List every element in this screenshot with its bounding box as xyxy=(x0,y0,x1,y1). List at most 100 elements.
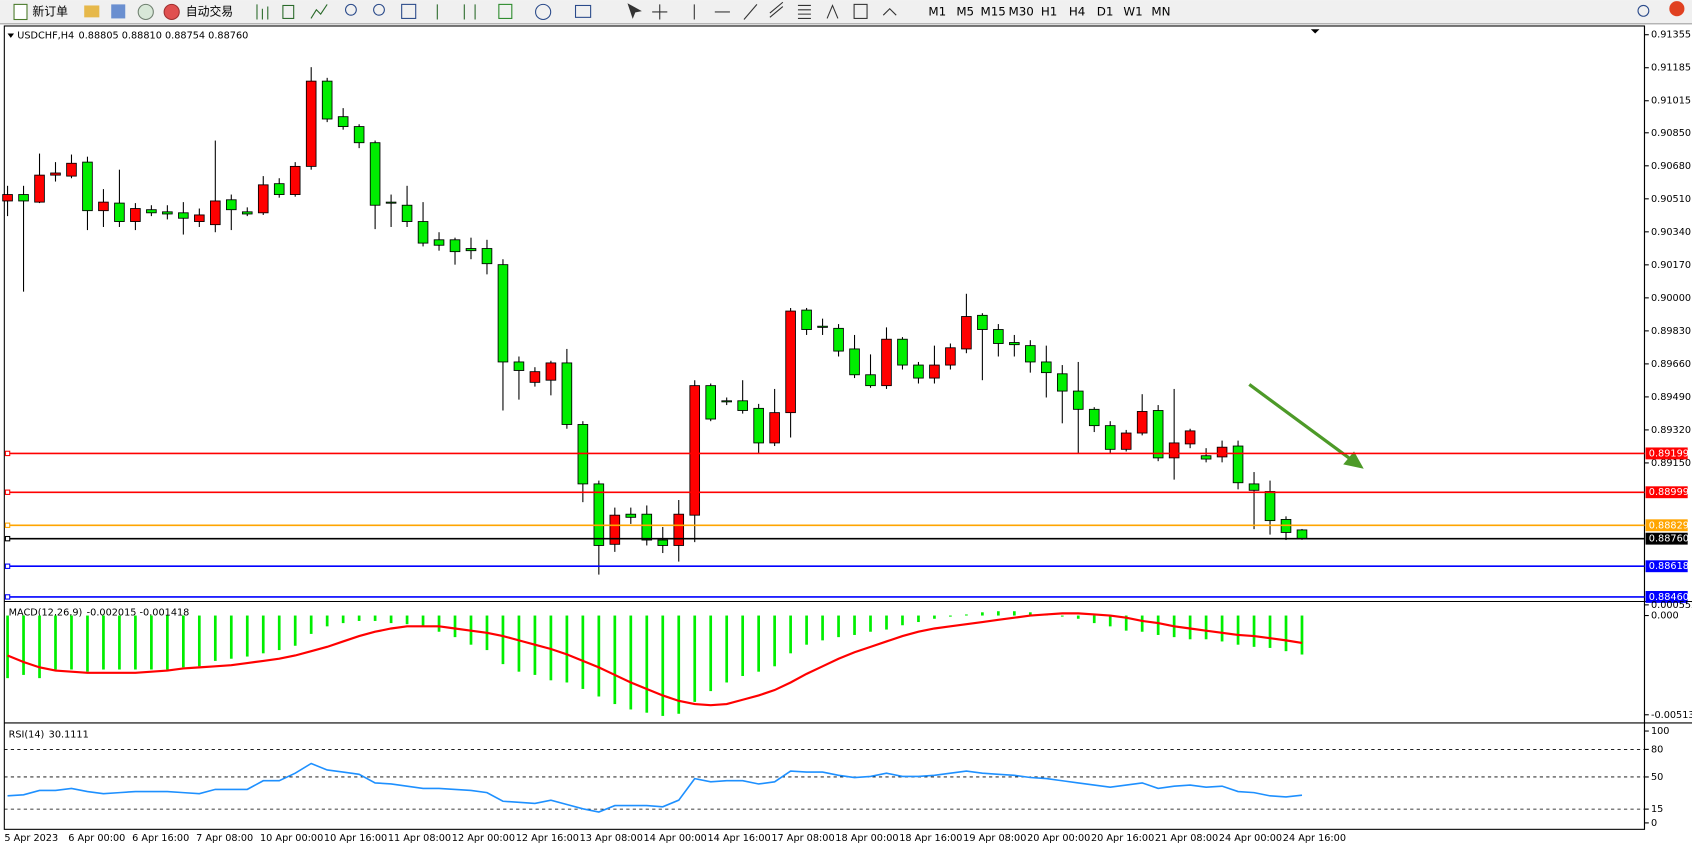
macd-bar xyxy=(38,615,41,679)
price-label-bg xyxy=(1645,560,1688,573)
candle-body xyxy=(1232,445,1244,484)
tool-icon[interactable] xyxy=(137,3,154,21)
timeframe-button[interactable]: M1 xyxy=(928,4,946,18)
arrow-shaft xyxy=(1248,383,1353,462)
candle-body xyxy=(417,221,429,244)
candle-body xyxy=(1248,483,1260,491)
candle-body xyxy=(497,264,509,363)
macd-bar xyxy=(86,615,89,672)
timeframe-button[interactable]: D1 xyxy=(1097,4,1114,18)
macd-bar xyxy=(213,615,217,661)
x-tick-label: 19 Apr 08:00 xyxy=(963,833,1026,844)
macd-bar xyxy=(821,615,824,641)
candle-body xyxy=(1296,529,1308,540)
notification-badge[interactable] xyxy=(1669,1,1685,17)
candle-body xyxy=(82,161,93,212)
candle-body xyxy=(289,165,301,195)
candle-body xyxy=(1088,408,1100,427)
crosshair-tool[interactable] xyxy=(652,4,668,20)
candle-body xyxy=(801,309,812,330)
fibo-tool[interactable] xyxy=(797,4,811,19)
candle-body xyxy=(849,348,860,376)
timeframe-button[interactable]: MN xyxy=(1151,4,1170,18)
macd-bar xyxy=(565,615,569,683)
search-icon[interactable] xyxy=(1637,4,1650,17)
indicator-title: USDCHF,H4 0.88805 0.88810 0.88754 0.88760 xyxy=(17,31,248,42)
candle-body xyxy=(961,316,972,350)
macd-bar xyxy=(389,615,393,624)
macd-bar xyxy=(1284,615,1288,652)
candle-body xyxy=(737,400,748,411)
candle-body xyxy=(545,362,557,381)
macd-bar xyxy=(517,615,521,672)
macd-bar xyxy=(901,615,904,626)
timeframe-button[interactable]: H1 xyxy=(1041,4,1057,18)
indicators[interactable] xyxy=(498,3,513,19)
y-tick-label: -0.00513 xyxy=(1651,710,1692,721)
tool-icon[interactable] xyxy=(84,5,100,18)
candle-tool[interactable] xyxy=(282,4,295,19)
candle-body xyxy=(769,412,780,444)
timeframe-button[interactable]: M30 xyxy=(1008,4,1033,18)
candle-body xyxy=(481,248,493,265)
candle-body xyxy=(817,325,828,328)
candle-body xyxy=(897,338,908,366)
macd-bar xyxy=(166,615,169,670)
candle-body xyxy=(1009,342,1020,346)
line-tool[interactable] xyxy=(310,4,328,19)
x-tick-label: 24 Apr 00:00 xyxy=(1219,833,1282,844)
price-label-bg xyxy=(1645,590,1688,603)
title-values: 30.1111 xyxy=(49,729,89,740)
macd-bar xyxy=(1076,615,1080,619)
macd-bar xyxy=(261,615,265,654)
text-tool[interactable] xyxy=(826,4,839,19)
macd-bar xyxy=(1220,615,1224,642)
templates[interactable] xyxy=(574,4,592,18)
macd-bar xyxy=(949,615,952,617)
zoom-in[interactable] xyxy=(344,3,357,16)
timeframe-button[interactable]: M15 xyxy=(981,4,1006,18)
macd-bar xyxy=(134,615,137,670)
candle-body xyxy=(1056,373,1068,392)
zoom-out[interactable] xyxy=(373,3,385,16)
new-order-icon[interactable] xyxy=(13,3,28,21)
object-tools xyxy=(627,1,897,20)
candle-body xyxy=(1216,446,1228,458)
toolbar: 新订单 自动交易 M1 M xyxy=(0,0,1692,25)
periods[interactable] xyxy=(535,3,552,21)
arrows-tool[interactable] xyxy=(882,7,897,16)
channel-tool[interactable] xyxy=(769,1,784,18)
macd-bar xyxy=(629,615,633,710)
macd-bar xyxy=(373,615,377,621)
timeframe-button[interactable]: M5 xyxy=(956,4,974,18)
macd-bar xyxy=(501,615,505,665)
candle-body xyxy=(529,371,541,383)
trendline-tool[interactable] xyxy=(743,4,758,20)
bar-chart-tool[interactable] xyxy=(256,4,269,20)
candle-body xyxy=(705,385,716,420)
tool-icon[interactable] xyxy=(111,4,126,19)
auto-trading-icon[interactable] xyxy=(163,3,180,21)
macd-bar xyxy=(453,615,457,638)
timeframe-button[interactable]: H4 xyxy=(1069,4,1085,18)
macd-bar xyxy=(1268,615,1272,648)
new-order-button[interactable]: 新订单 xyxy=(32,4,68,18)
cursor-tool[interactable] xyxy=(627,3,642,19)
candle-body xyxy=(321,80,333,120)
timeframe-button[interactable]: W1 xyxy=(1123,4,1142,18)
candle-body xyxy=(385,201,397,204)
price-label: 0.88760 xyxy=(1649,534,1689,545)
auto-trading-button[interactable]: 自动交易 xyxy=(186,4,233,18)
x-tick-label: 18 Apr 16:00 xyxy=(899,833,962,844)
timeframe-bar: M1 M5 M15 M30 H1 H4 D1 W1 MN xyxy=(928,4,1170,18)
macd-bar xyxy=(325,615,329,627)
macd-bar xyxy=(757,615,760,672)
macd-bar xyxy=(645,615,649,713)
candle-body xyxy=(657,539,669,546)
tile-windows[interactable] xyxy=(401,3,417,19)
scroll-tools[interactable] xyxy=(436,4,476,20)
price-label: 0.88829 xyxy=(1649,520,1689,531)
label-tool[interactable] xyxy=(853,3,868,19)
